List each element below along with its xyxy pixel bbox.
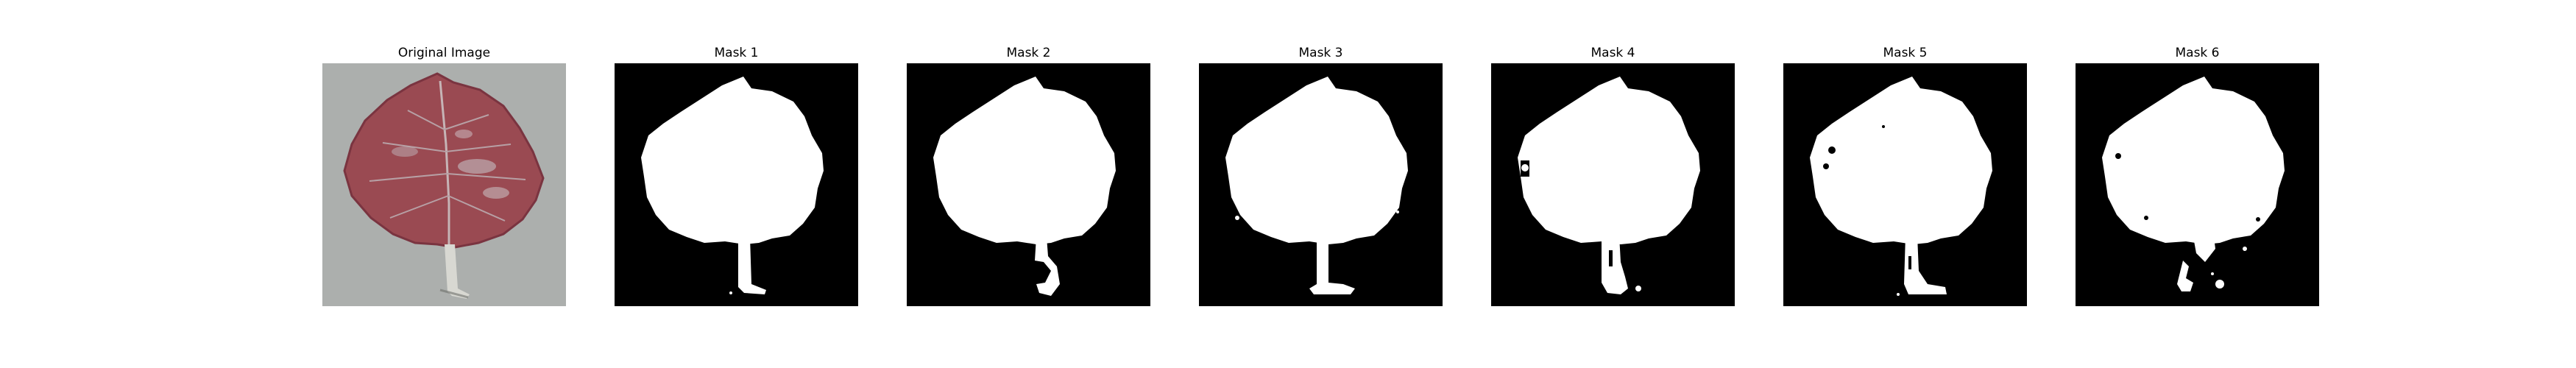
mask-2-image — [907, 63, 1150, 306]
panel-mask-3: Mask 3 — [1199, 46, 1443, 306]
panel-title: Mask 5 — [1783, 46, 2027, 60]
mask-4-image — [1491, 63, 1735, 306]
panel-title: Mask 4 — [1491, 46, 1735, 60]
panel-title: Mask 1 — [615, 46, 858, 60]
mask-5-image — [1783, 63, 2027, 306]
panel-mask-4: Mask 4 — [1491, 46, 1735, 306]
original-leaf-photo — [322, 63, 566, 306]
mask-1-image — [615, 63, 858, 306]
panel-title: Original Image — [322, 46, 566, 60]
panel-mask-5: Mask 5 — [1783, 46, 2027, 306]
panel-mask-6: Mask 6 — [2076, 46, 2319, 306]
panel-title: Mask 6 — [2076, 46, 2319, 60]
panel-title: Mask 2 — [907, 46, 1150, 60]
panel-original-image: Original Image — [322, 46, 566, 306]
mask-3-image — [1199, 63, 1443, 306]
panel-title: Mask 3 — [1199, 46, 1443, 60]
panel-mask-1: Mask 1 — [615, 46, 858, 306]
panel-mask-2: Mask 2 — [907, 46, 1150, 306]
mask-6-image — [2076, 63, 2319, 306]
